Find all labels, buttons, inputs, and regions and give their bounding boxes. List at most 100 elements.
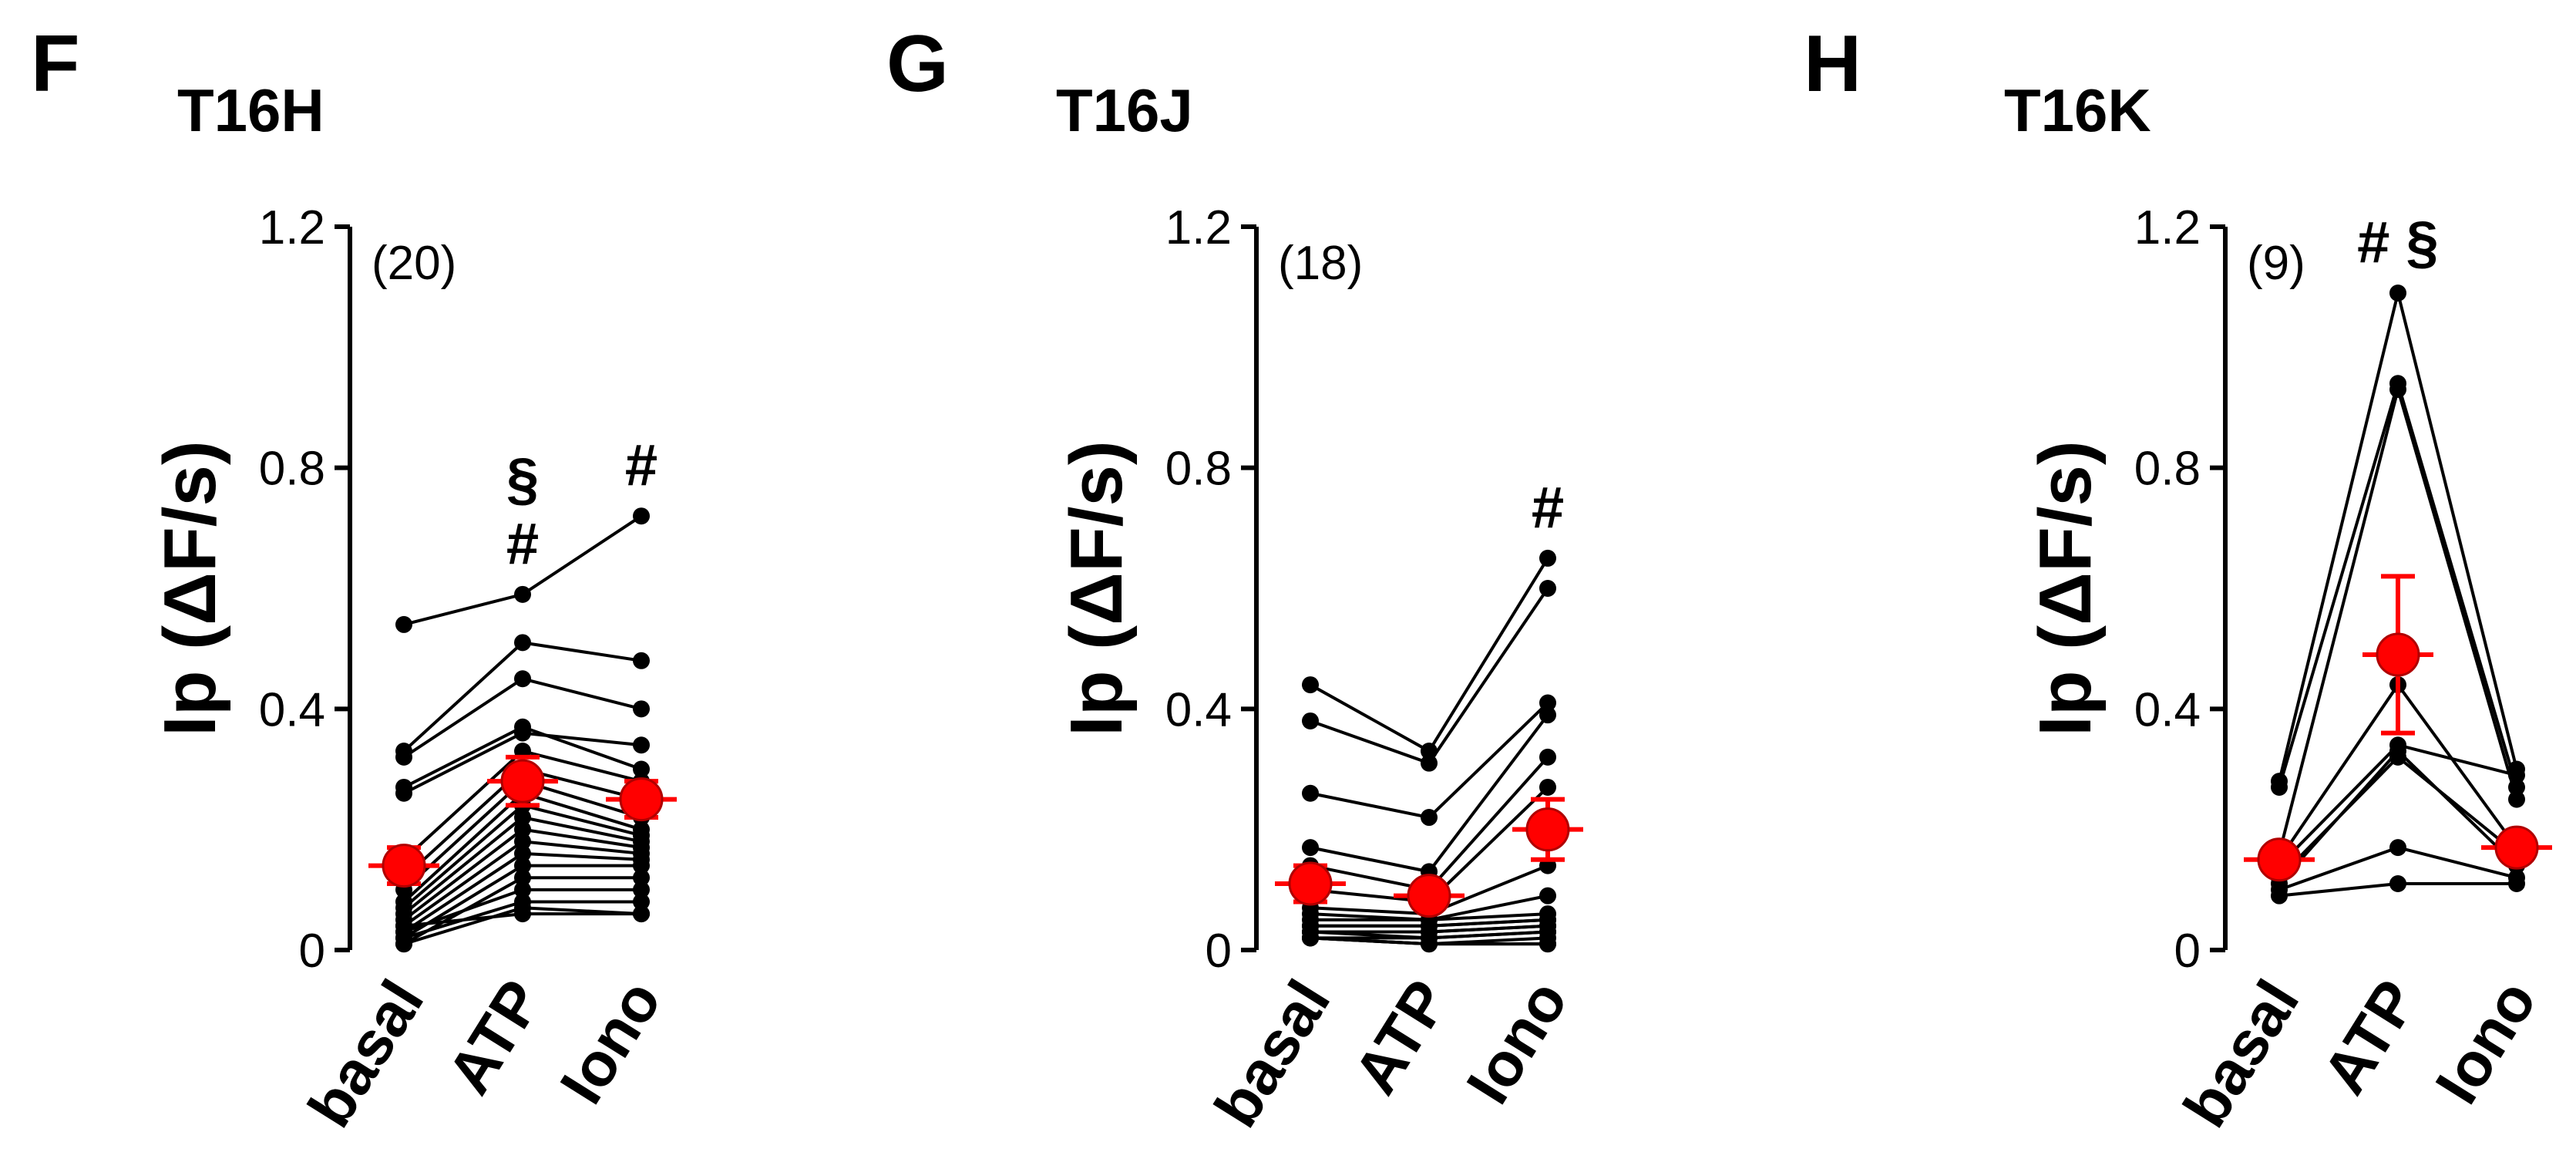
subject-point	[633, 893, 650, 911]
subject-point	[1421, 935, 1438, 953]
subject-point	[2389, 284, 2406, 302]
y-axis-label: Ip (ΔF/s)	[149, 440, 231, 736]
subject-point	[1421, 809, 1438, 827]
mean-point	[500, 759, 545, 803]
panel-title: T16J	[1056, 76, 1193, 144]
subject-point	[1539, 580, 1556, 597]
subject-point	[1539, 748, 1556, 766]
subject-point	[633, 507, 650, 525]
mean-point	[2376, 632, 2420, 677]
subject-point	[395, 615, 412, 633]
significance-mark: §	[506, 446, 539, 512]
y-tick-label: 0.8	[1165, 443, 1232, 496]
y-axis-label: Ip (ΔF/s)	[1055, 440, 1138, 736]
subject-point	[514, 820, 531, 838]
x-tick-label: basal	[1202, 969, 1343, 1139]
significance-mark: #	[506, 511, 539, 577]
y-tick-label: 1.2	[1165, 201, 1232, 254]
mean-point	[382, 844, 426, 888]
subject-point	[2508, 790, 2525, 808]
mean-point	[1288, 861, 1333, 906]
n-label: (20)	[372, 237, 456, 290]
subject-point	[2271, 778, 2288, 796]
panel-letter: F	[31, 19, 80, 109]
y-tick-label: 0.4	[2134, 683, 2201, 736]
subject-point	[514, 585, 531, 603]
subject-point	[395, 935, 412, 953]
subject-point	[514, 724, 531, 742]
subject-point	[395, 784, 412, 802]
subject-line	[1310, 557, 1549, 753]
significance-mark: #	[1532, 475, 1564, 541]
y-tick-label: 1.2	[259, 201, 325, 254]
subject-point	[2389, 839, 2406, 857]
y-tick-label: 0	[1206, 925, 1232, 978]
x-tick-label: Iono	[1453, 969, 1580, 1115]
subject-point	[514, 833, 531, 851]
n-label: (18)	[1278, 237, 1363, 290]
subject-point	[2389, 875, 2406, 893]
panel-letter: H	[1804, 19, 1861, 109]
x-tick-label: ATP	[434, 969, 555, 1106]
subject-point	[1302, 839, 1319, 857]
subject-point	[514, 857, 531, 874]
subject-point	[1539, 549, 1556, 567]
panel: G T16J Ip (ΔF/s) (18) 0 0.4 0.8 1.2 basalATPIono…	[886, 19, 1583, 1139]
panel-title: T16H	[177, 76, 325, 144]
y-tick-label: 0.8	[259, 443, 325, 496]
subject-point	[514, 670, 531, 688]
subject-point	[514, 809, 531, 827]
mean-point	[1525, 807, 1570, 852]
mean-point	[2257, 837, 2302, 882]
subject-point	[1539, 694, 1556, 712]
subject-point	[1421, 754, 1438, 772]
subject-point	[1539, 935, 1556, 953]
subject-point	[1539, 778, 1556, 796]
subject-point	[1302, 676, 1319, 694]
subject-point	[633, 760, 650, 778]
x-tick-label: ATP	[1340, 969, 1461, 1106]
panel-letter: G	[886, 19, 949, 109]
y-tick-label: 0.4	[259, 683, 325, 736]
subject-point	[2508, 875, 2525, 893]
subject-point	[395, 917, 412, 935]
x-tick-label: basal	[295, 969, 437, 1139]
mean-point	[619, 777, 664, 822]
panel: F T16H Ip (ΔF/s) (20) 0 0.4 0.8 1.2 basalATPIono…	[31, 19, 677, 1139]
subject-point	[633, 881, 650, 898]
x-tick-label: basal	[2171, 969, 2312, 1139]
panel-title: T16K	[2004, 76, 2151, 144]
y-tick-label: 0.8	[2134, 443, 2201, 496]
y-tick-label: 1.2	[2134, 201, 2201, 254]
n-label: (9)	[2247, 237, 2305, 290]
x-tick-label: Iono	[546, 969, 674, 1115]
subject-point	[1302, 784, 1319, 802]
y-tick-label: 0	[299, 925, 325, 978]
subject-point	[1539, 706, 1556, 724]
subject-point	[514, 881, 531, 898]
subject-line	[2278, 749, 2518, 885]
y-tick-label: 0	[2174, 925, 2201, 978]
subject-point	[633, 905, 650, 923]
subject-point	[2508, 766, 2525, 784]
y-tick-label: 0.4	[1165, 683, 1232, 736]
subject-point	[633, 700, 650, 718]
mean-point	[1407, 874, 1451, 918]
subject-point	[1302, 712, 1319, 729]
subject-point	[2271, 887, 2288, 905]
subject-point	[514, 844, 531, 862]
subject-line	[2278, 755, 2518, 879]
x-tick-label: Iono	[2422, 969, 2549, 1115]
significance-mark: #	[625, 433, 657, 498]
subject-point	[2389, 743, 2406, 760]
subject-point	[514, 634, 531, 652]
significance-mark: # §	[2357, 210, 2439, 275]
subject-point	[1539, 887, 1556, 905]
subject-point	[514, 869, 531, 887]
subject-point	[633, 736, 650, 754]
mean-point	[2494, 825, 2539, 870]
subject-point	[633, 869, 650, 887]
